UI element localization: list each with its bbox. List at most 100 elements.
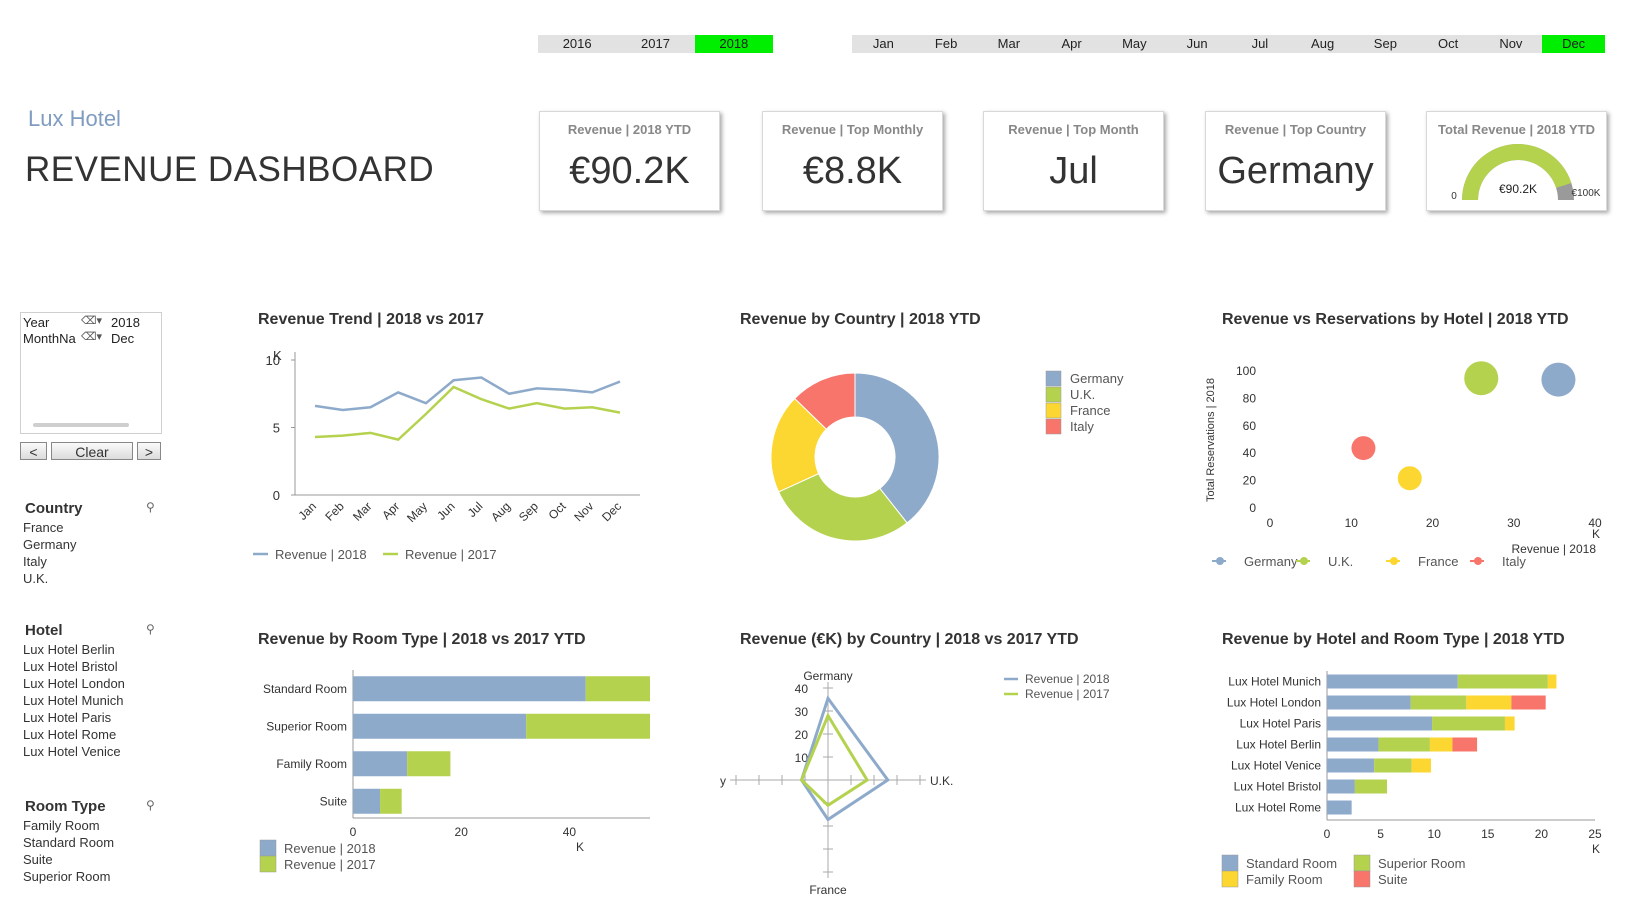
bar-segment [1429,737,1453,752]
month-option[interactable]: Oct [1438,36,1459,51]
revenue-vs-reservations-chart: 0 20 40 60 80 100 0 10 20 30 40 Total Reservations … [1205,361,1602,569]
selection-value: Dec [111,331,135,346]
month-option[interactable]: Aug [1311,36,1335,51]
room-type-filter-item[interactable]: Superior Room [23,869,111,884]
country-filter-item[interactable]: France [23,520,64,535]
x-tick-label: May [404,499,430,525]
month-option[interactable]: Jan [872,36,894,51]
hotel-filter-item[interactable]: Lux Hotel Paris [23,710,112,725]
bar-segment [1354,779,1388,794]
eraser-icon[interactable]: ⌫▾ [81,331,103,343]
y-tick-label: 80 [1243,391,1257,405]
y-tick-label: 5 [273,421,280,436]
search-icon[interactable]: ⚲ [146,622,155,636]
month-option[interactable]: Feb [934,36,958,51]
bar-segment [380,788,402,814]
y-unit-label: K [273,348,282,363]
chart-title-hotel-bar: Revenue by Hotel and Room Type | 2018 YT… [1222,631,1565,648]
bar-segment [1457,674,1548,689]
x-tick-label: 40 [563,825,577,839]
bar-segment [1327,800,1352,815]
x-tick-label: Nov [571,499,596,524]
legend-label: Italy [1070,419,1094,434]
month-option[interactable]: Jun [1186,36,1208,51]
chart-title-trend: Revenue Trend | 2018 vs 2017 [258,311,484,328]
chart-title-scatter: Revenue vs Reservations by Hotel | 2018 … [1222,311,1569,328]
bar-segment [1547,674,1557,689]
radar-series [799,695,890,822]
hotel-filter-item[interactable]: Lux Hotel Munich [23,693,124,708]
month-option[interactable]: Jul [1251,36,1269,51]
month-option[interactable]: Mar [997,36,1021,51]
room-type-filter-item[interactable]: Suite [23,852,53,867]
y-category-label: Lux Hotel Venice [1231,759,1321,773]
gauge-value-label: €90.2K [1499,182,1537,196]
legend-swatch [1045,402,1062,419]
room-type-filter-item[interactable]: Family Room [23,818,100,833]
current-selections-box: Year ⌫▾ 2018 MonthNa ⌫▾ Dec [20,312,162,434]
month-option-selected[interactable]: Dec [1542,35,1605,53]
kpi-value: Jul [1049,150,1098,192]
x-unit-label: K [576,840,584,854]
series-line [314,385,621,442]
room-type-filter-item[interactable]: Standard Room [23,835,115,850]
y-category-label: Lux Hotel Munich [1228,675,1321,689]
hotel-filter-item[interactable]: Lux Hotel Venice [23,744,121,759]
bar-segment [353,751,408,777]
search-icon[interactable]: ⚲ [146,500,155,514]
hotel-filter-item[interactable]: Lux Hotel Bristol [23,659,118,674]
legend-label: Standard Room [1246,856,1337,871]
year-option[interactable]: 2017 [641,36,670,51]
search-icon[interactable]: ⚲ [146,798,155,812]
x-tick-label: 20 [455,825,469,839]
kpi-card-revenue-ytd: Revenue | 2018 YTD €90.2K [539,111,720,211]
gauge-max-label: €100K [1572,188,1601,199]
x-tick-label: 10 [1345,516,1359,530]
month-selector: Jan Feb Mar Apr May Jun Jul Aug Sep Oct … [852,35,1605,53]
y-tick-label: 100 [1236,364,1256,378]
country-filter-item[interactable]: U.K. [23,571,49,586]
forward-button[interactable]: > [137,442,161,460]
legend-label: Revenue | 2017 [405,547,497,562]
kpi-card-top-monthly: Revenue | Top Monthly €8.8K [762,111,943,211]
month-option[interactable]: Sep [1373,36,1397,51]
radar-series [799,712,870,808]
legend-swatch-dot [1390,557,1398,565]
hotel-filter-item[interactable]: Lux Hotel Berlin [23,642,115,657]
kpi-value: Germany [1217,150,1374,192]
bar-segment [526,713,650,739]
bar-segment [585,676,650,702]
legend-swatch [1353,870,1371,888]
pie-slice [793,372,856,430]
year-option[interactable]: 2016 [562,36,592,51]
country-filter-item[interactable]: Italy [23,554,47,569]
x-tick-label: 0 [350,825,357,839]
month-option[interactable]: May [1122,36,1147,51]
bar-segment [1466,695,1512,710]
month-option[interactable]: Nov [1499,36,1523,51]
country-filter-item[interactable]: Germany [23,537,77,552]
x-tick-label: 15 [1481,827,1495,841]
clear-button[interactable]: Clear [51,442,133,460]
legend-label: Germany [1070,371,1124,386]
hotel-filter-item[interactable]: Lux Hotel London [23,676,125,691]
bar-segment [1410,695,1467,710]
horizontal-scrollbar[interactable] [33,423,129,427]
back-button[interactable]: < [20,442,47,460]
kpi-card-top-month: Revenue | Top Month Jul [983,111,1164,211]
year-option-selected[interactable]: 2018 [694,35,773,53]
legend-swatch [1221,870,1239,888]
gauge-chart: €90.2K 0 €100K [1451,143,1601,202]
bar-segment [1327,758,1375,773]
x-tick-label: Oct [546,499,570,523]
bar-segment [1374,758,1412,773]
year-selector: 2016 2017 2018 [538,35,773,53]
y-tick-label: 60 [1243,419,1257,433]
x-tick-label: 10 [1428,827,1442,841]
hotel-filter-item[interactable]: Lux Hotel Rome [23,727,117,742]
eraser-icon[interactable]: ⌫▾ [81,315,103,327]
bar-segment [1378,737,1430,752]
month-option[interactable]: Apr [1061,36,1082,51]
